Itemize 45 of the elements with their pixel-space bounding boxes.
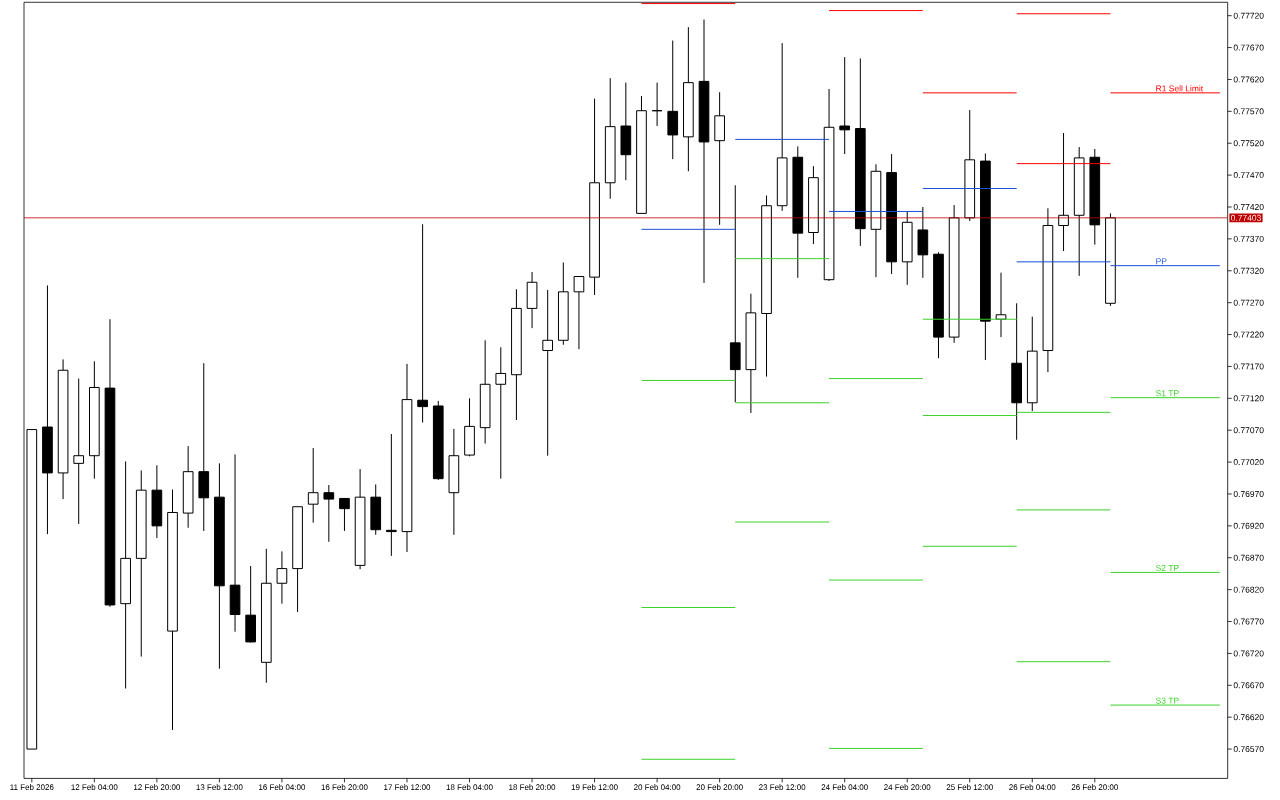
y-tick-label: 0.77020 <box>1233 459 1264 466</box>
y-tick-label: 0.77070 <box>1233 427 1264 434</box>
candlestick <box>667 40 679 160</box>
series-label: S2 TP <box>1156 565 1179 572</box>
y-tick-label: 0.77220 <box>1233 331 1264 338</box>
candlestick <box>573 276 585 350</box>
candlestick <box>839 56 851 155</box>
candlestick <box>495 346 507 480</box>
y-tick-label: 0.77670 <box>1233 44 1264 51</box>
y-tick-label: 0.76720 <box>1233 650 1264 657</box>
candlestick <box>1058 132 1069 252</box>
candlestick <box>542 289 554 457</box>
candlestick <box>323 484 335 543</box>
y-tick-label: 0.76570 <box>1233 746 1264 753</box>
candlestick <box>307 447 319 524</box>
y-tick-label: 0.76770 <box>1233 618 1264 625</box>
y-tick-label: 0.76620 <box>1233 714 1264 721</box>
y-tick-label: 0.77420 <box>1233 204 1264 210</box>
series-label: S3 TP <box>1156 697 1179 704</box>
y-tick-label: 0.77320 <box>1233 267 1264 274</box>
candlestick <box>386 433 397 557</box>
series-label: R1 Sell Limit <box>1156 85 1204 92</box>
y-tick-label: 0.77570 <box>1233 108 1264 115</box>
y-tick-label: 0.77520 <box>1233 140 1264 147</box>
y-tick-label: 0.76970 <box>1233 490 1264 497</box>
y-tick-label: 0.77270 <box>1233 299 1264 306</box>
series-label: PP <box>1156 258 1167 265</box>
candlestick <box>276 550 288 605</box>
y-tick-label: 0.77370 <box>1233 235 1264 242</box>
series-label: S1 TP <box>1156 390 1179 397</box>
ref-line-label: 0.77403 <box>1231 214 1261 221</box>
y-tick-label: 0.76820 <box>1233 586 1264 593</box>
y-tick-label: 0.77170 <box>1233 363 1264 370</box>
y-tick-label: 0.77120 <box>1233 395 1264 402</box>
y-tick-label: 0.77720 <box>1233 12 1264 19</box>
candlestick <box>417 223 428 424</box>
y-tick-label: 0.77470 <box>1233 172 1264 179</box>
candlestick <box>995 272 1007 338</box>
candlestick <box>73 378 85 525</box>
candlestick <box>651 82 663 127</box>
y-tick-label: 0.76870 <box>1233 554 1264 561</box>
y-tick-label: 0.76920 <box>1233 522 1264 529</box>
candlestick <box>339 497 350 532</box>
y-tick-label: 0.76670 <box>1233 682 1264 689</box>
y-tick-label: 0.77620 <box>1233 76 1264 83</box>
